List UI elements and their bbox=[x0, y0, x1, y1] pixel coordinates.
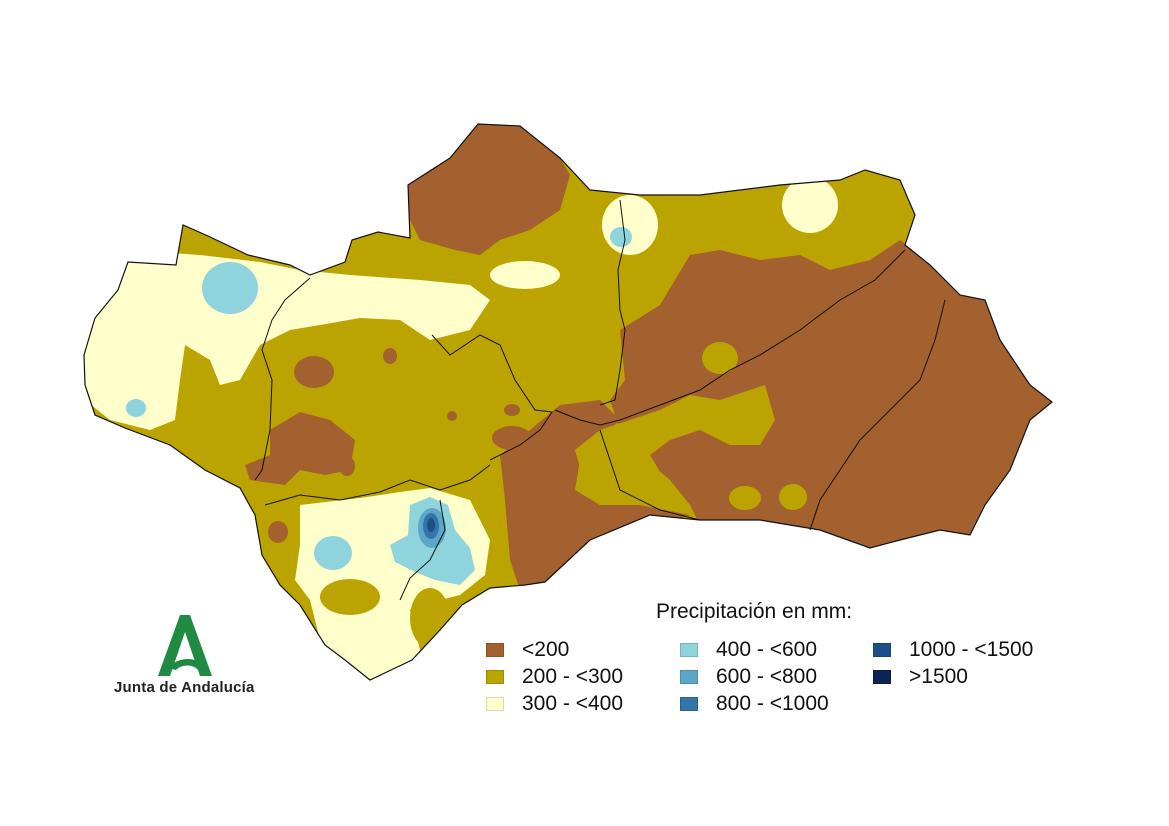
zone-200-300-granada-west bbox=[575, 385, 775, 505]
boundary-sevilla-cordoba bbox=[431, 334, 553, 461]
zone-under-200-cadiz-w bbox=[268, 521, 288, 543]
legend-swatch bbox=[486, 643, 504, 657]
zone-under-200-cordoba-dot1 bbox=[383, 348, 397, 364]
zone-under-200-malaga-east bbox=[500, 400, 690, 590]
zone-400-600-jaen-n bbox=[610, 227, 632, 247]
legend-item-over-1500: >1500 bbox=[873, 665, 968, 689]
legend-item-600-800: 600 - <800 bbox=[680, 665, 817, 689]
legend-item-1000-1500: 1000 - <1500 bbox=[873, 638, 1033, 662]
boundary-huelva-sevilla bbox=[254, 277, 311, 481]
legend-swatch bbox=[486, 697, 504, 711]
zone-400-600-huelva-s bbox=[126, 399, 146, 417]
legend-item-under-200: <200 bbox=[486, 638, 569, 662]
junta-andalucia-logo bbox=[158, 615, 212, 676]
zone-400-600-cadiz bbox=[314, 536, 352, 570]
legend-label: 400 - <600 bbox=[716, 638, 818, 661]
legend-item-200-300: 200 - <300 bbox=[486, 665, 623, 689]
zone-200-300-jaen-c bbox=[702, 342, 738, 374]
boundary-granada-almeria bbox=[809, 299, 946, 531]
legend-label: <200 bbox=[522, 638, 570, 661]
zone-under-200-cordoba-dot2 bbox=[447, 411, 457, 421]
zone-under-200-seville bbox=[245, 412, 355, 485]
legend-swatch bbox=[486, 670, 504, 684]
zone-under-200-east bbox=[610, 240, 1052, 560]
logo-swoosh-icon bbox=[168, 659, 206, 670]
legend-item-400-600: 400 - <600 bbox=[680, 638, 817, 662]
boundary-cordoba-granada bbox=[554, 409, 621, 426]
legend-swatch bbox=[680, 697, 698, 711]
logo-a-shape-icon bbox=[158, 615, 212, 676]
boundary-sevilla-cadiz bbox=[264, 464, 491, 506]
zone-300-400-ne-jaen bbox=[782, 177, 838, 233]
legend-swatch bbox=[873, 643, 891, 657]
zone-200-300-cadiz-1 bbox=[320, 579, 380, 615]
boundary-cordoba-jaen bbox=[599, 199, 626, 406]
zone-200-300-granada-c2 bbox=[779, 484, 807, 510]
zone-under-200-seville-n bbox=[294, 356, 334, 388]
legend-item-800-1000: 800 - <1000 bbox=[680, 692, 829, 716]
logo-text: Junta de Andalucía bbox=[114, 679, 255, 696]
legend-title: Precipitación en mm: bbox=[656, 600, 853, 623]
zone-under-200-cordoba-dot3 bbox=[504, 404, 520, 416]
zone-under-200-seville-e bbox=[492, 426, 532, 450]
province-boundaries bbox=[254, 199, 946, 601]
legend-swatch bbox=[873, 670, 891, 684]
zone-200-300-cadiz-2 bbox=[410, 588, 450, 648]
legend-label: 600 - <800 bbox=[716, 665, 818, 688]
legend-item-300-400: 300 - <400 bbox=[486, 692, 623, 716]
boundary-jaen-granada bbox=[619, 249, 906, 421]
legend-label: 200 - <300 bbox=[522, 665, 624, 688]
zone-300-400-north-jaen bbox=[602, 195, 658, 255]
boundary-malaga-granada bbox=[599, 429, 701, 521]
zone-1000-1500 bbox=[427, 518, 435, 532]
zone-under-200-seville-s bbox=[339, 456, 355, 476]
boundary-cadiz-malaga bbox=[399, 499, 446, 601]
zone-300-400-west bbox=[84, 250, 490, 430]
zone-300-400-north-cordoba bbox=[490, 261, 560, 289]
legend-swatch bbox=[680, 670, 698, 684]
zone-400-600-huelva bbox=[202, 262, 258, 314]
legend-swatch bbox=[680, 643, 698, 657]
legend-label: 1000 - <1500 bbox=[909, 638, 1034, 661]
legend-label: 300 - <400 bbox=[522, 692, 624, 715]
legend-label: >1500 bbox=[909, 665, 968, 688]
zone-200-300-granada-c1 bbox=[729, 486, 761, 510]
legend-label: 800 - <1000 bbox=[716, 692, 829, 715]
